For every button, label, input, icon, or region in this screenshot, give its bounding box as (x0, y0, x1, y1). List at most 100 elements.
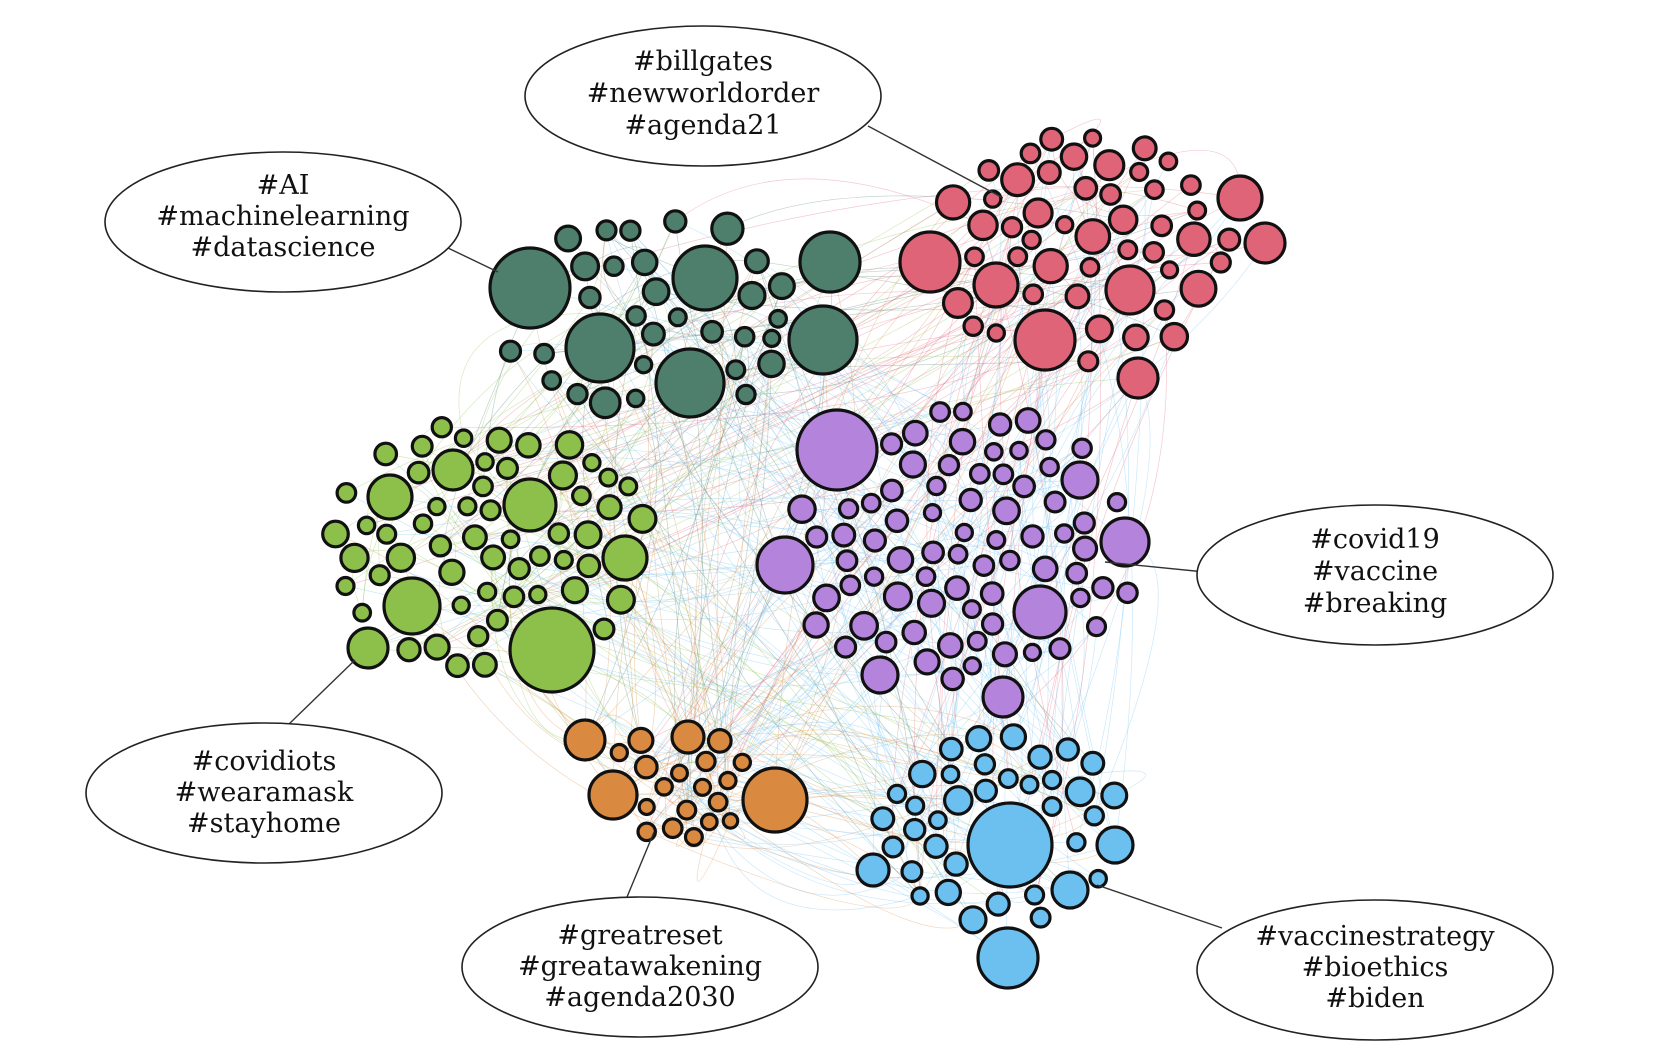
node-covid19 (1022, 642, 1043, 663)
cluster-billgates (898, 126, 1287, 400)
node-covidiots (592, 617, 616, 641)
node-billgates (1036, 160, 1062, 186)
node-covid19 (1071, 437, 1093, 460)
node-ai (633, 355, 654, 375)
node-vaccinestrategy (870, 806, 896, 832)
edge (932, 552, 1116, 846)
node-billgates (1082, 128, 1103, 148)
edge (712, 172, 1050, 337)
edge (1011, 149, 1241, 228)
node-covid19 (787, 494, 817, 524)
node-vaccinestrategy (985, 891, 1011, 917)
node-billgates (1131, 135, 1158, 162)
edge (379, 262, 646, 576)
node-covid19 (980, 612, 1005, 636)
edge (836, 449, 958, 750)
node-billgates (1079, 256, 1101, 278)
node-covid19 (936, 632, 964, 659)
node-covidiots (485, 608, 509, 632)
node-covid19 (953, 401, 973, 422)
node-covidiots (571, 485, 592, 507)
edge (738, 363, 803, 522)
node-covid19 (1116, 581, 1139, 605)
node-vaccinestrategy (1041, 769, 1063, 791)
node-billgates (1104, 264, 1156, 316)
node-covidiots (596, 494, 623, 521)
node-billgates (1022, 283, 1045, 306)
node-ai (488, 246, 572, 330)
edge (718, 773, 923, 803)
hashtag-label: #bioethics (1302, 952, 1449, 983)
node-covid19 (805, 525, 829, 549)
edge (567, 238, 729, 781)
edge (457, 665, 1009, 959)
node-greatreset (718, 770, 738, 791)
node-covidiots (573, 520, 603, 550)
node-billgates (1021, 229, 1042, 251)
edge (675, 178, 984, 226)
node-ai (630, 248, 659, 277)
node-greatreset (669, 763, 689, 783)
node-vaccinestrategy (1019, 774, 1040, 795)
node-vaccinestrategy (905, 795, 926, 816)
hashtag-label: #AI (257, 170, 310, 201)
node-billgates (1077, 350, 1100, 373)
node-billgates (1209, 251, 1232, 274)
node-covid19 (880, 478, 904, 503)
node-covidiots (457, 496, 478, 517)
node-ai (762, 328, 782, 348)
node-covid19 (954, 522, 975, 543)
node-covid19 (987, 412, 1013, 437)
node-vaccinestrategy (1055, 737, 1081, 762)
edge (484, 170, 989, 463)
node-ai (798, 230, 862, 294)
node-covidiots (428, 534, 453, 558)
edge (577, 393, 721, 741)
hashtag-label: #greatawakening (518, 951, 762, 982)
node-covidiots (507, 557, 531, 581)
edge (696, 820, 731, 882)
node-covidiots (423, 633, 451, 661)
node-billgates (1121, 323, 1150, 352)
edge (742, 729, 1095, 817)
node-covidiots (467, 625, 490, 648)
node-covidiots (385, 542, 417, 574)
node-covid19 (874, 630, 898, 654)
edge (477, 285, 783, 637)
node-covid19 (1048, 637, 1072, 661)
edge (702, 239, 1032, 788)
edge (458, 313, 637, 439)
node-ai (710, 211, 745, 246)
node-covid19 (921, 540, 945, 565)
node-covidiots (477, 581, 498, 603)
callout-billgates: #billgates #newworldorder #agenda21 (524, 25, 882, 167)
node-covid19 (929, 401, 951, 423)
edge (609, 420, 1029, 508)
node-ai (735, 383, 757, 406)
node-covid19 (999, 549, 1021, 572)
node-vaccinestrategy (928, 810, 948, 831)
node-covidiots (406, 460, 431, 485)
node-ai (533, 342, 555, 365)
node-covid19 (966, 630, 988, 652)
node-billgates (1059, 142, 1089, 171)
node-covidiots (335, 575, 356, 597)
callout-covid19-bubble (1196, 504, 1554, 646)
node-covid19 (1065, 561, 1089, 585)
node-covidiots (431, 448, 475, 492)
node-covidiots (605, 584, 636, 615)
node-greatreset (637, 797, 656, 817)
node-covid19 (833, 635, 858, 659)
node-vaccinestrategy (900, 860, 924, 884)
node-covidiots (368, 564, 391, 587)
edge (672, 756, 1041, 849)
node-covid19 (1035, 429, 1057, 451)
node-covidiots (339, 542, 370, 574)
node-covidiots (529, 545, 551, 567)
node-ai (554, 224, 583, 253)
hashtag-label: #billgates (633, 46, 773, 77)
node-vaccinestrategy (1027, 744, 1053, 770)
node-greatreset (627, 726, 655, 755)
node-billgates (934, 184, 972, 221)
edge (679, 772, 974, 929)
